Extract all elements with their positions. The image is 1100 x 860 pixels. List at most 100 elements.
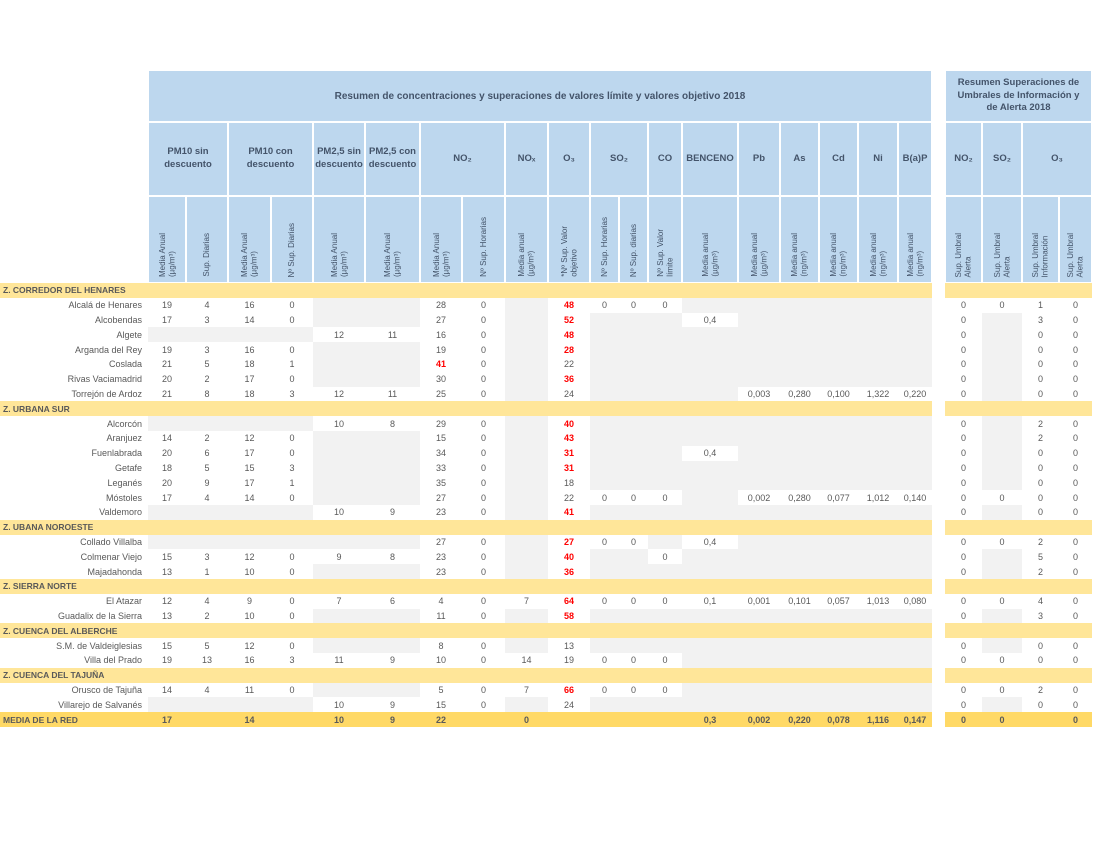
data-cell: 40 bbox=[548, 549, 590, 565]
data-cell: 0 bbox=[945, 608, 982, 624]
metric-subheader: Media anual (ng/m³) bbox=[898, 196, 932, 283]
data-cell bbox=[982, 608, 1022, 624]
data-cell: 11 bbox=[365, 386, 420, 402]
data-cell: 29 bbox=[420, 416, 462, 431]
data-cell bbox=[738, 608, 780, 624]
pollutant-group-header: PM2,5 con descuento bbox=[365, 122, 420, 196]
media-label: MEDIA DE LA RED bbox=[3, 714, 78, 725]
data-cell: 0 bbox=[945, 460, 982, 476]
data-cell: 14 bbox=[228, 490, 271, 505]
station-name: Colmenar Viejo bbox=[0, 549, 148, 565]
station-row: Coslada 21 5 18 1 41 0 22 bbox=[0, 356, 932, 372]
data-cell: 19 bbox=[148, 342, 186, 357]
data-cell bbox=[313, 342, 365, 357]
data-cell bbox=[648, 416, 682, 431]
data-cell bbox=[898, 460, 932, 476]
data-cell: 15 bbox=[420, 697, 462, 713]
data-cell: 23 bbox=[420, 504, 462, 520]
data-cell bbox=[738, 371, 780, 387]
data-cell: 9 bbox=[313, 549, 365, 565]
data-cell: 0 bbox=[1059, 297, 1092, 313]
data-cell: 0 bbox=[462, 652, 505, 668]
data-cell bbox=[365, 534, 420, 550]
data-cell bbox=[365, 356, 420, 372]
data-cell: 13 bbox=[186, 652, 228, 668]
station-name: Majadahonda bbox=[0, 564, 148, 579]
data-cell bbox=[148, 416, 186, 431]
data-cell: 0 bbox=[648, 652, 682, 668]
data-cell: 0,3 bbox=[703, 714, 717, 725]
metric-subheader-label: Media anual (ng/m³) bbox=[790, 233, 809, 277]
data-cell: 5 bbox=[1022, 549, 1059, 565]
data-cell: 0 bbox=[462, 386, 505, 402]
data-cell: 0 bbox=[271, 430, 313, 446]
data-cell: 0,101 bbox=[780, 593, 819, 609]
data-cell bbox=[505, 312, 548, 328]
zone-row: Z. URBANA SUR bbox=[0, 401, 932, 417]
data-cell: 0,147 bbox=[903, 714, 927, 725]
data-cell: 3 bbox=[271, 460, 313, 476]
data-cell: 0,003 bbox=[738, 386, 780, 402]
data-cell: 28 bbox=[420, 297, 462, 313]
data-cell bbox=[682, 430, 738, 446]
data-cell bbox=[313, 371, 365, 387]
data-cell bbox=[271, 504, 313, 520]
data-cell bbox=[505, 327, 548, 343]
data-cell bbox=[682, 504, 738, 520]
metric-subheader-label: Media anual (ng/m³) bbox=[868, 233, 888, 277]
data-cell: 0 bbox=[648, 297, 682, 313]
data-cell bbox=[590, 342, 619, 357]
data-cell bbox=[590, 504, 619, 520]
data-cell bbox=[505, 342, 548, 357]
data-cell bbox=[858, 342, 898, 357]
data-cell: 0 bbox=[945, 697, 982, 713]
data-cell: 0 bbox=[462, 445, 505, 461]
data-cell bbox=[898, 549, 932, 565]
data-cell: 0 bbox=[945, 297, 982, 313]
data-cell: 4 bbox=[186, 593, 228, 609]
data-cell: 0 bbox=[945, 638, 982, 653]
data-cell bbox=[738, 504, 780, 520]
data-cell: 0 bbox=[1059, 342, 1092, 357]
data-cell: 0 bbox=[462, 608, 505, 624]
data-cell bbox=[858, 356, 898, 372]
data-cell bbox=[982, 638, 1022, 653]
data-cell: 0 bbox=[462, 371, 505, 387]
data-cell bbox=[313, 356, 365, 372]
data-cell bbox=[590, 638, 619, 653]
data-cell bbox=[738, 475, 780, 491]
data-cell: 1 bbox=[1022, 297, 1059, 313]
data-cell bbox=[462, 712, 505, 727]
data-cell: 0 bbox=[271, 371, 313, 387]
data-cell: 14 bbox=[244, 714, 255, 725]
data-cell: 1,012 bbox=[858, 490, 898, 505]
data-cell bbox=[819, 504, 858, 520]
data-cell: 20 bbox=[148, 475, 186, 491]
data-cell: 0 bbox=[1022, 371, 1059, 387]
data-cell: 5 bbox=[420, 682, 462, 698]
data-cell bbox=[738, 534, 780, 550]
data-cell bbox=[780, 327, 819, 343]
data-cell bbox=[780, 312, 819, 328]
data-cell: 0 bbox=[1022, 386, 1059, 402]
data-cell bbox=[590, 327, 619, 343]
data-cell: 0,080 bbox=[898, 593, 932, 609]
metric-subheader: Sup. Umbral Alerta bbox=[945, 196, 982, 283]
station-name: S.M. de Valdeiglesias bbox=[0, 638, 148, 653]
data-cell: 0 bbox=[1059, 327, 1092, 343]
data-cell: 0 bbox=[1059, 608, 1092, 624]
data-cell bbox=[148, 327, 186, 343]
data-cell: 0,4 bbox=[682, 445, 738, 461]
data-cell: 0 bbox=[462, 475, 505, 491]
data-cell bbox=[819, 564, 858, 579]
data-cell: 2 bbox=[1022, 416, 1059, 431]
metric-subheader-label: Sup. Umbral Alerta bbox=[954, 232, 973, 277]
data-cell bbox=[898, 638, 932, 653]
data-cell bbox=[313, 638, 365, 653]
data-cell: 14 bbox=[505, 652, 548, 668]
data-cell: 64 bbox=[548, 593, 590, 609]
pollutant-group-header: Ni bbox=[858, 122, 898, 196]
data-cell: 0,077 bbox=[819, 490, 858, 505]
